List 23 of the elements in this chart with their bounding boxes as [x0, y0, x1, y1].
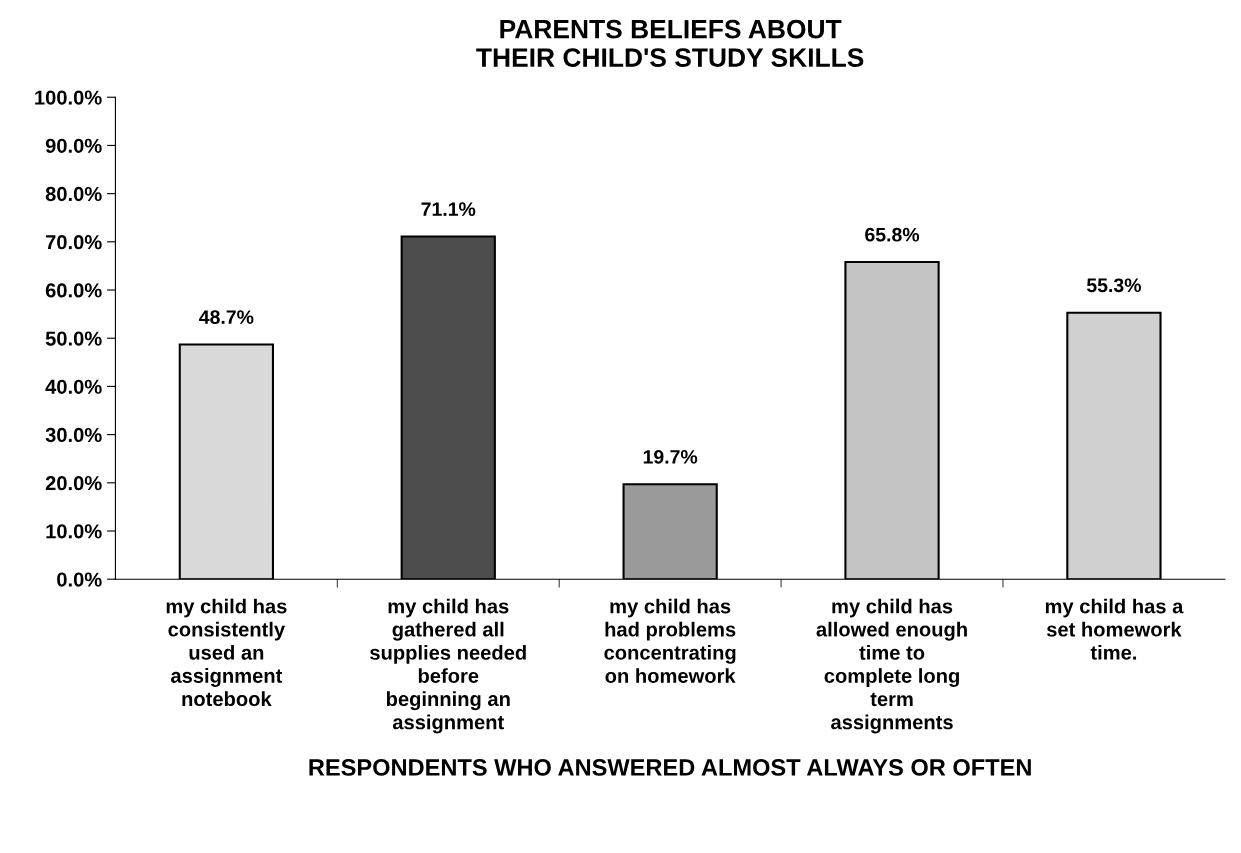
y-tick-label: 70.0%: [45, 235, 102, 250]
x-tick-label: my child has consistently used an assignment notebook: [166, 598, 287, 707]
y-tick-label: 90.0%: [45, 138, 102, 153]
y-tick-label: 50.0%: [45, 331, 102, 346]
x-tick-label: my child has gathered all supplies needed before beginning an assignment: [370, 598, 526, 734]
x-tick-label: my child has a set homework time.: [1045, 598, 1184, 660]
data-label: 71.1%: [421, 202, 476, 216]
chart-title: PARENTS BELIEFS ABOUT THEIR CHILD'S STUDY SKILLS: [476, 19, 864, 67]
data-label: 65.8%: [865, 227, 920, 242]
y-tick-label: 0.0%: [57, 572, 102, 587]
x-tick-label: my child has had problems concentrating on homework: [604, 598, 736, 683]
data-label: 19.7%: [643, 449, 698, 464]
y-tick-label: 60.0%: [45, 283, 102, 298]
y-tick-label: 40.0%: [45, 379, 102, 394]
y-tick-label: 100.0%: [35, 90, 102, 105]
data-label: 48.7%: [199, 310, 254, 324]
y-tick-label: 20.0%: [45, 476, 102, 491]
y-tick-label: 30.0%: [45, 427, 102, 443]
x-axis-title: RESPONDENTS WHO ANSWERED ALMOST ALWAYS OR OFTEN: [309, 759, 1031, 776]
data-label: 55.3%: [1086, 278, 1141, 293]
x-tick-label: my child has allowed enough time to complete long term assignments: [816, 598, 967, 734]
y-tick-label: 10.0%: [46, 524, 102, 539]
y-tick-label: 80.0%: [45, 186, 102, 202]
